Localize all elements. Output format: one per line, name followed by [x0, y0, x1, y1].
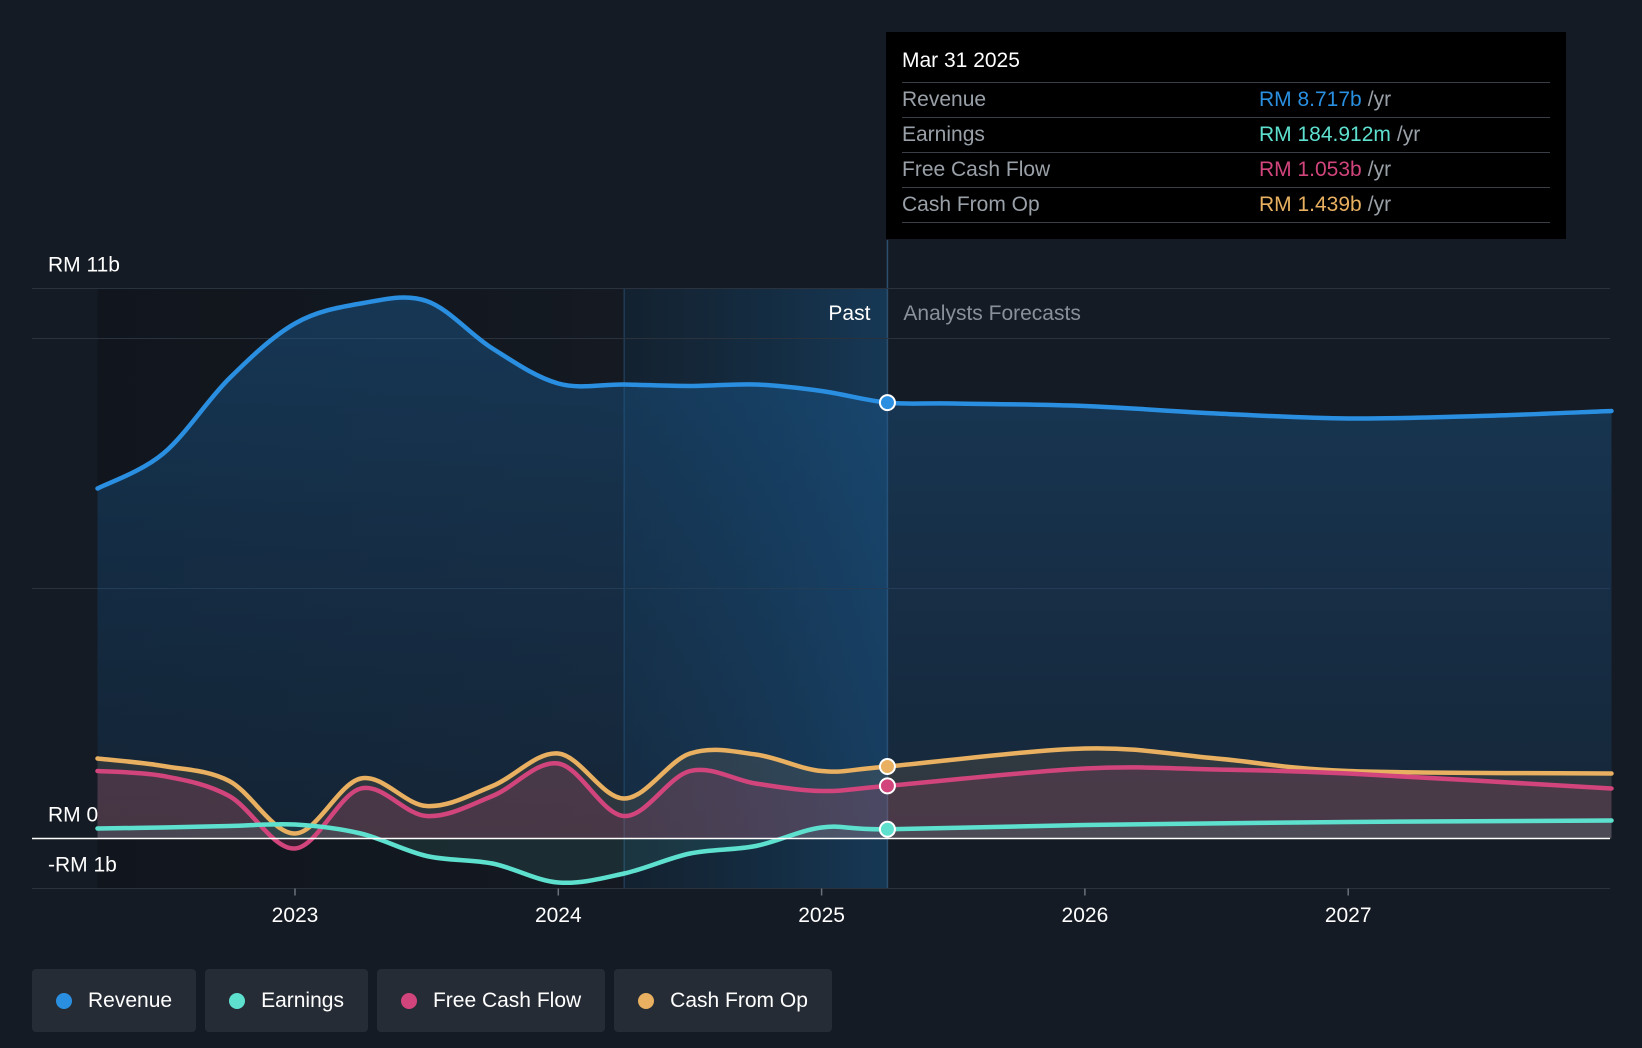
tooltip-value: RM 184.912m	[1259, 123, 1391, 146]
revenue-line	[95, 295, 1614, 491]
tooltip-label: Cash From Op	[902, 193, 1040, 216]
tooltip-row-cash-from-op: Cash From Op RM 1.439b /yr	[902, 187, 1550, 223]
x-tick-label: 2023	[272, 904, 319, 927]
tooltip-label: Revenue	[902, 88, 987, 111]
tooltip-value: RM 8.717b	[1259, 88, 1362, 111]
x-tick-label: 2025	[798, 904, 845, 927]
y-tick-label: -RM 1b	[48, 854, 117, 877]
earnings-line	[95, 818, 1614, 886]
tooltip-unit: /yr	[1367, 88, 1392, 111]
tooltip-row-free-cash-flow: Free Cash Flow RM 1.053b /yr	[902, 152, 1550, 187]
legend: Revenue Earnings Free Cash Flow Cash Fro…	[32, 969, 832, 1032]
legend-item-revenue[interactable]: Revenue	[32, 969, 197, 1032]
legend-item-free-cash-flow[interactable]: Free Cash Flow	[376, 969, 606, 1032]
cash-from-op-marker	[878, 758, 896, 776]
free-cash-flow-marker	[878, 777, 896, 795]
legend-label: Free Cash Flow	[432, 988, 582, 1012]
x-tick-label: 2026	[1062, 904, 1109, 927]
free-cash-flow-dot-icon	[400, 992, 417, 1009]
legend-item-earnings[interactable]: Earnings	[205, 969, 368, 1032]
tooltip-unit: /yr	[1367, 158, 1392, 181]
past-label: Past	[828, 302, 870, 325]
tooltip-date: Mar 31 2025	[902, 49, 1020, 72]
revenue-dot-icon	[56, 992, 72, 1009]
cash-from-op-line	[95, 746, 1614, 836]
x-tick-label: 2027	[1325, 904, 1372, 927]
y-tick-label: RM 0	[48, 804, 98, 827]
legend-label: Revenue	[88, 988, 173, 1012]
revenue-marker	[878, 394, 896, 412]
earnings-dot-icon	[229, 992, 246, 1009]
free-cash-flow-line	[95, 761, 1614, 851]
legend-label: Earnings	[261, 988, 344, 1012]
tooltip-unit: /yr	[1396, 123, 1421, 146]
legend-label: Cash From Op	[670, 988, 808, 1012]
tooltip-row-revenue: Revenue RM 8.717b /yr	[902, 82, 1550, 117]
tooltip-label: Free Cash Flow	[902, 158, 1051, 181]
tooltip-label: Earnings	[902, 123, 985, 146]
tooltip-value: RM 1.439b	[1259, 193, 1362, 216]
forecast-label: Analysts Forecasts	[903, 302, 1080, 325]
earnings-marker	[878, 820, 896, 838]
legend-item-cash-from-op[interactable]: Cash From Op	[614, 969, 832, 1032]
cash-from-op-dot-icon	[638, 992, 655, 1009]
free-cash-flow-area	[97, 763, 1612, 849]
tooltip-value: RM 1.053b	[1259, 158, 1362, 181]
earnings-area	[97, 820, 1612, 883]
tooltip-unit: /yr	[1367, 193, 1392, 216]
y-tick-label: RM 11b	[48, 254, 120, 277]
tooltip: Mar 31 2025 Revenue RM 8.717b /yr Earnin…	[886, 32, 1566, 239]
revenue-area	[97, 297, 1612, 839]
x-tick-label: 2024	[535, 904, 582, 927]
tooltip-row-earnings: Earnings RM 184.912m /yr	[902, 117, 1550, 152]
